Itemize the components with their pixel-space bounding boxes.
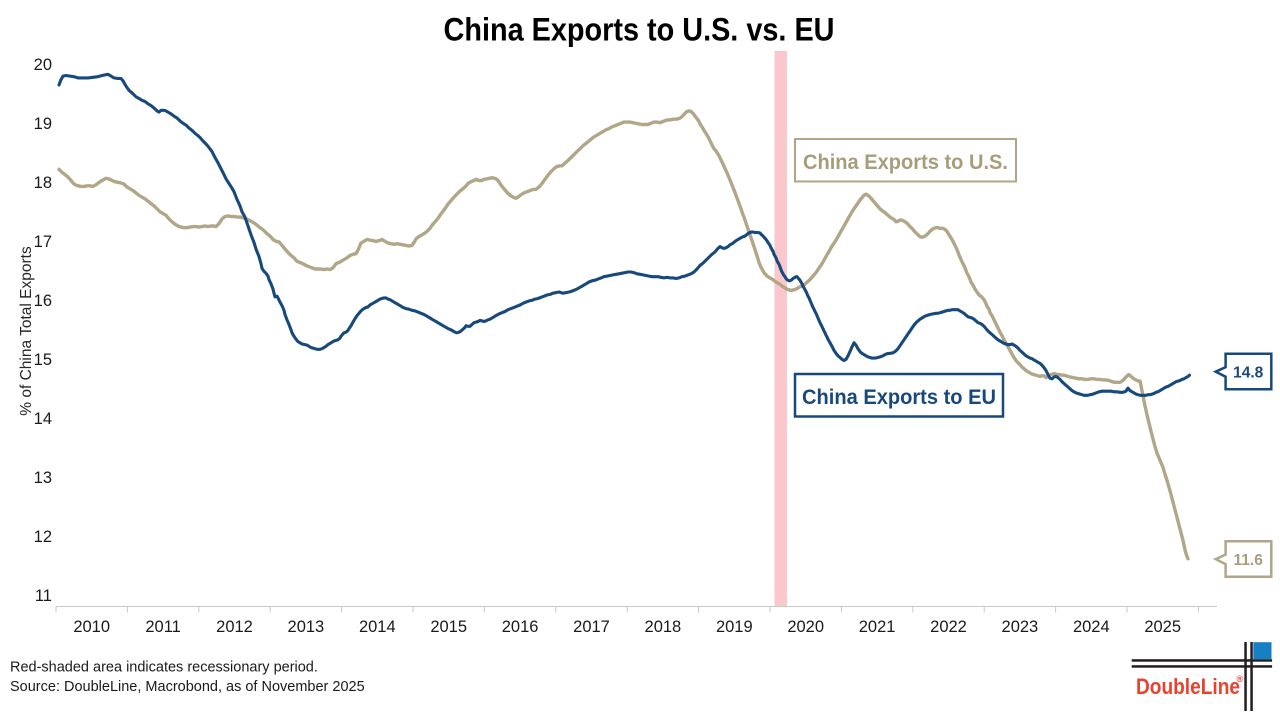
svg-text:12: 12 <box>34 528 52 546</box>
svg-text:2024: 2024 <box>1073 618 1110 636</box>
svg-text:China Exports to U.S. vs. EU: China Exports to U.S. vs. EU <box>444 12 835 48</box>
svg-text:China Exports to EU: China Exports to EU <box>802 385 996 409</box>
svg-text:2018: 2018 <box>645 618 682 636</box>
svg-text:DoubleLine: DoubleLine <box>1136 674 1240 699</box>
svg-text:11.6: 11.6 <box>1234 552 1264 569</box>
svg-text:2025: 2025 <box>1144 618 1181 636</box>
svg-text:2019: 2019 <box>716 618 753 636</box>
svg-text:2016: 2016 <box>502 618 539 636</box>
svg-text:15: 15 <box>34 351 52 369</box>
svg-text:14.8: 14.8 <box>1233 365 1264 382</box>
svg-text:2022: 2022 <box>930 618 967 636</box>
svg-text:2023: 2023 <box>1002 618 1039 636</box>
svg-text:2017: 2017 <box>573 618 610 636</box>
svg-text:17: 17 <box>34 233 52 251</box>
svg-text:16: 16 <box>34 292 52 310</box>
svg-text:19: 19 <box>34 115 52 133</box>
svg-text:2015: 2015 <box>430 618 467 636</box>
svg-text:Source: DoubleLine, Macrobond,: Source: DoubleLine, Macrobond, as of Nov… <box>10 679 365 695</box>
svg-text:2013: 2013 <box>288 618 325 636</box>
svg-text:®: ® <box>1237 674 1244 684</box>
svg-text:18: 18 <box>34 174 52 192</box>
svg-text:2011: 2011 <box>145 618 180 636</box>
svg-text:2014: 2014 <box>359 618 396 636</box>
svg-text:13: 13 <box>34 469 52 487</box>
svg-text:11: 11 <box>35 587 52 605</box>
svg-text:14: 14 <box>34 410 52 428</box>
svg-text:20: 20 <box>34 56 52 74</box>
svg-text:2020: 2020 <box>787 618 824 636</box>
svg-text:2010: 2010 <box>73 618 110 636</box>
svg-text:Red-shaded area indicates rece: Red-shaded area indicates recessionary p… <box>10 660 318 676</box>
svg-text:2021: 2021 <box>859 618 896 636</box>
svg-text:% of China Total Exports: % of China Total Exports <box>18 246 35 416</box>
svg-text:2012: 2012 <box>216 618 253 636</box>
svg-text:China Exports to U.S.: China Exports to U.S. <box>803 150 1008 174</box>
